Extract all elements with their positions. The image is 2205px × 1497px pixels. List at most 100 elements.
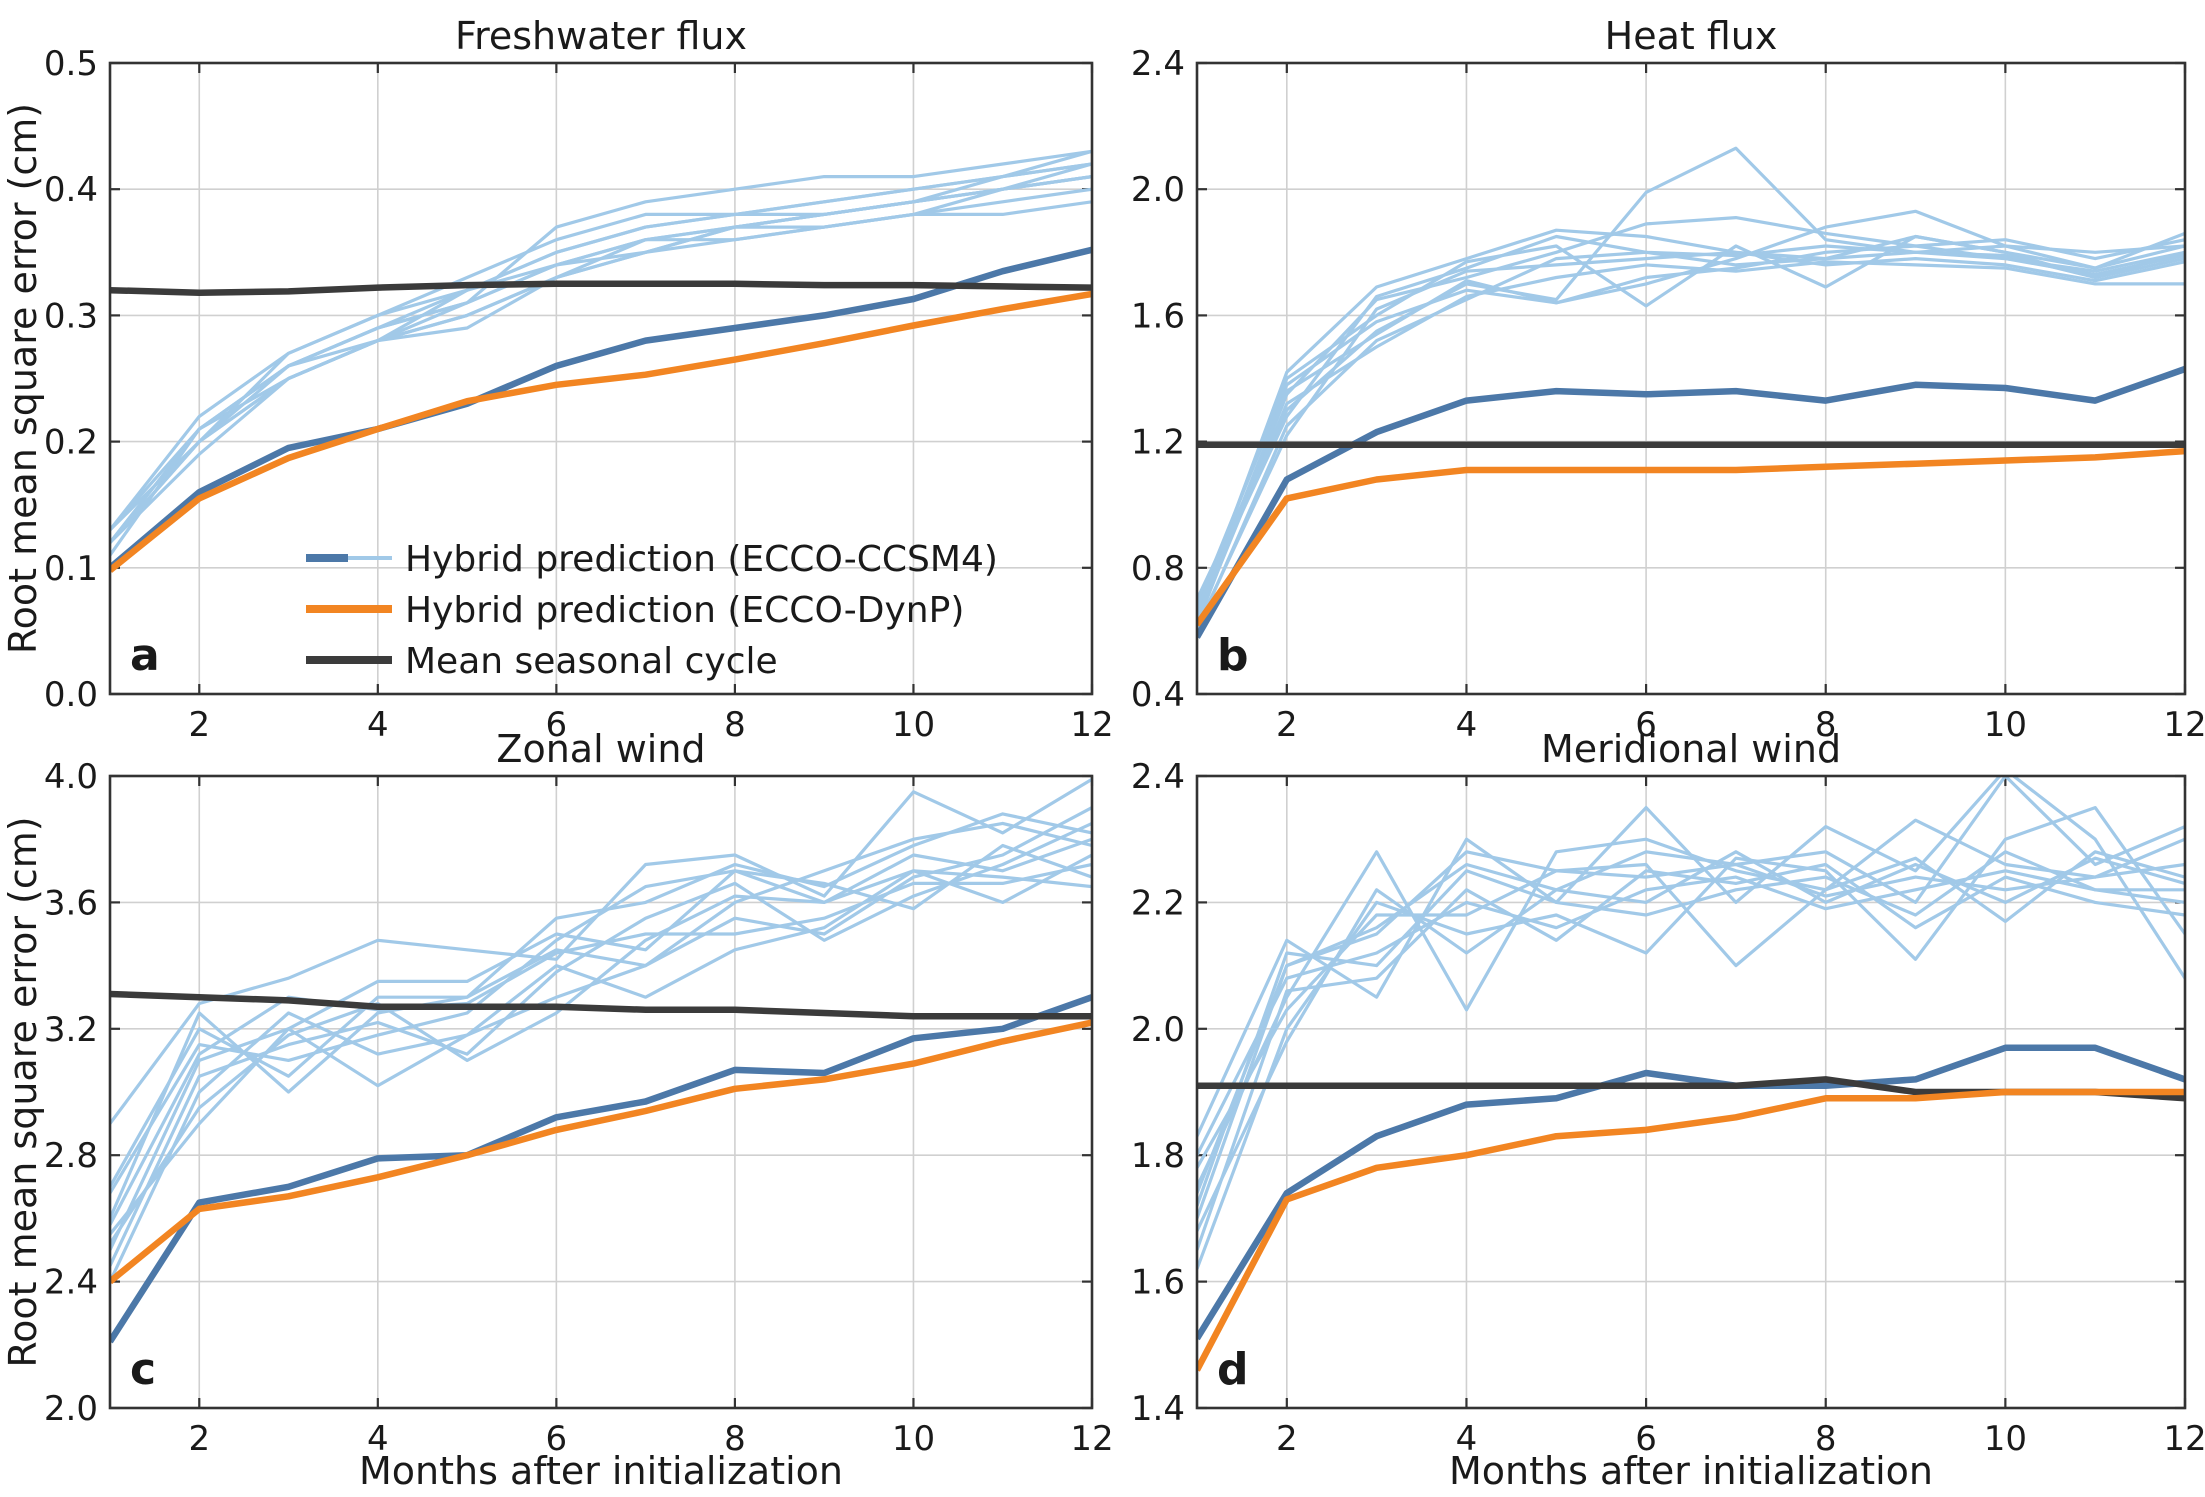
legend-label: Mean seasonal cycle [405,641,778,682]
x-tick-label: 6 [546,1419,568,1459]
ensemble-member-line-7 [110,162,1092,544]
plot-area [110,777,1092,1344]
dynp-line [1197,1088,2185,1372]
ensemble-member-line-2 [110,812,1092,1188]
dynp-line [110,290,1092,573]
ccsm4-mean-line [110,994,1092,1344]
ensemble-member-line-9 [110,862,1092,1226]
panel-letter: b [1217,630,1249,681]
ensemble-member-line-7 [1197,260,2185,623]
legend-item: Mean seasonal cycle [306,641,778,682]
ccsm4-mean-line [1197,1044,2185,1341]
ccsm4-mean-line [110,246,1092,571]
x-axis-label: Months after initialization [1449,1449,1933,1493]
y-tick-label: 0.5 [44,44,98,84]
ensemble-member-line-9 [1197,244,2185,619]
x-tick-label: 4 [367,705,389,745]
x-tick-label: 6 [1635,705,1657,745]
legend-item: Hybrid prediction (ECCO-DynP) [306,590,964,631]
plot-frame [1195,61,2187,696]
y-tick-label: 0.8 [1131,549,1185,589]
x-tick-label: 2 [188,1419,210,1459]
y-tick-label: 0.4 [44,170,98,210]
panel-title: Meridional wind [1541,727,1841,771]
ensemble-member-line-1 [110,777,1092,1125]
x-tick-label: 12 [1070,705,1113,745]
plot-frame [108,774,1094,1410]
ensemble-member-line-10 [110,175,1092,544]
y-tick-label: 2.8 [44,1136,98,1176]
y-tick-label: 0.3 [44,296,98,336]
x-tick-label: 4 [1456,705,1478,745]
y-tick-label: 0.1 [44,549,98,589]
ensemble-member-line-10 [1197,250,2185,629]
y-tick-label: 1.6 [1131,1263,1185,1303]
legend-item: Hybrid prediction (ECCO-CCSM4) [306,539,998,580]
x-tick-label: 2 [1276,705,1298,745]
ensemble-member-line-1 [110,175,1092,544]
y-tick-label: 1.8 [1131,1136,1185,1176]
ensemble-member-line-7 [1197,850,2185,1207]
y-tick-label: 2.0 [1131,1010,1185,1050]
x-tick-label: 12 [2163,705,2205,745]
plot-area [1197,146,2185,639]
y-tick-label: 0.0 [44,675,98,715]
x-tick-label: 10 [1984,1419,2027,1459]
ensemble-member-line-4 [110,821,1092,1220]
plot-area [1197,776,2185,1372]
x-tick-label: 2 [1276,1419,1298,1459]
panel-letter: d [1217,1344,1249,1395]
y-tick-label: 1.6 [1131,296,1185,336]
y-tick-label: 2.4 [44,1263,98,1303]
ensemble-member-line-4 [1197,850,2185,1219]
y-axis-label: Root mean square error (cm) [1,103,45,654]
ensemble-member-line-7 [110,843,1092,1194]
x-tick-label: 8 [724,705,746,745]
seasonal-cycle-line [110,280,1092,296]
x-tick-label: 4 [1456,1419,1478,1459]
x-axis-label: Months after initialization [359,1449,843,1493]
panel-letter: a [130,630,160,681]
x-tick-label: 4 [367,1419,389,1459]
y-tick-label: 2.0 [1131,170,1185,210]
ensemble-member-line-9 [1197,862,2185,1251]
seasonal-cycle-line [110,990,1092,1020]
y-tick-label: 1.4 [1131,1389,1185,1429]
ensemble-member-line-6 [1197,776,2185,1232]
panel-b: 0.4 0.8 1.2 1.6 2.0 2.4 2 4 6 8 10 12 Heat flux b [1131,14,2205,745]
ensemble-member-line-1 [1197,228,2185,616]
panel-title: Zonal wind [496,727,705,771]
y-tick-label: 2.0 [44,1389,98,1429]
ensemble-member-line-10 [110,853,1092,1245]
ccsm4-mean-line [1197,365,2185,639]
plot-area [110,149,1092,573]
x-tick-label: 2 [188,705,210,745]
x-tick-label: 8 [1815,705,1837,745]
panel-title: Freshwater flux [455,14,747,58]
y-tick-label: 4.0 [44,757,98,797]
ensemble-member-line-2 [1197,818,2185,1188]
plot-frame [108,61,1094,696]
y-axis-label: Root mean square error (cm) [1,816,45,1367]
x-tick-label: 8 [1815,1419,1837,1459]
ensemble-member-line-3 [1197,146,2185,601]
y-tick-label: 2.4 [1131,757,1185,797]
legend: Hybrid prediction (ECCO-CCSM4) Hybrid pre… [306,539,998,682]
x-tick-label: 8 [724,1419,746,1459]
x-tick-label: 10 [892,1419,935,1459]
ensemble-member-line-3 [1197,805,2185,1270]
ensemble-member-line-2 [1197,216,2185,626]
ensemble-member-line-8 [1197,862,2185,1169]
ensemble-member-line-5 [1197,869,2185,1156]
panel-letter: c [130,1344,156,1395]
y-tick-label: 1.2 [1131,423,1185,463]
plot-frame [1195,774,2187,1410]
dynp-line [110,1019,1092,1285]
y-tick-label: 3.6 [44,883,98,923]
ensemble-member-line-8 [1197,234,2185,610]
panel-c: 2.0 2.4 2.8 3.2 3.6 4.0 2 4 6 8 10 12 Zonal wind c Mon… [1,727,1114,1493]
y-tick-label: 3.2 [44,1010,98,1050]
x-tick-label: 10 [892,705,935,745]
ensemble-member-line-8 [110,806,1092,1283]
ensemble-member-line-6 [1197,231,2185,613]
